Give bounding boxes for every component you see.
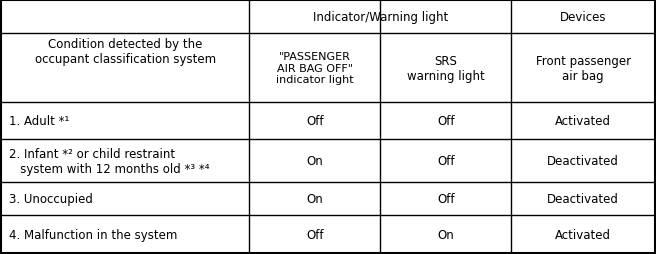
Text: Devices: Devices bbox=[560, 11, 607, 24]
Text: Deactivated: Deactivated bbox=[547, 193, 619, 205]
Text: 4. Malfunction in the system: 4. Malfunction in the system bbox=[9, 228, 177, 241]
Text: Deactivated: Deactivated bbox=[547, 155, 619, 168]
Text: On: On bbox=[438, 228, 454, 241]
Text: Front passenger
air bag: Front passenger air bag bbox=[536, 54, 631, 82]
Text: Activated: Activated bbox=[555, 115, 611, 128]
Text: 2. Infant *² or child restraint
   system with 12 months old *³ *⁴: 2. Infant *² or child restraint system w… bbox=[9, 147, 209, 175]
Text: Off: Off bbox=[437, 193, 455, 205]
Text: Off: Off bbox=[306, 115, 323, 128]
Text: Off: Off bbox=[437, 115, 455, 128]
Text: Off: Off bbox=[306, 228, 323, 241]
Text: 1. Adult *¹: 1. Adult *¹ bbox=[9, 115, 69, 128]
Text: Off: Off bbox=[437, 155, 455, 168]
Text: Activated: Activated bbox=[555, 228, 611, 241]
Text: On: On bbox=[306, 193, 323, 205]
Text: SRS
warning light: SRS warning light bbox=[407, 54, 485, 82]
Text: On: On bbox=[306, 155, 323, 168]
Text: Condition detected by the
occupant classification system: Condition detected by the occupant class… bbox=[35, 38, 216, 66]
Text: "PASSENGER
AIR BAG OFF"
indicator light: "PASSENGER AIR BAG OFF" indicator light bbox=[276, 52, 354, 85]
Text: Indicator/Warning light: Indicator/Warning light bbox=[313, 11, 448, 24]
Text: 3. Unoccupied: 3. Unoccupied bbox=[9, 193, 92, 205]
